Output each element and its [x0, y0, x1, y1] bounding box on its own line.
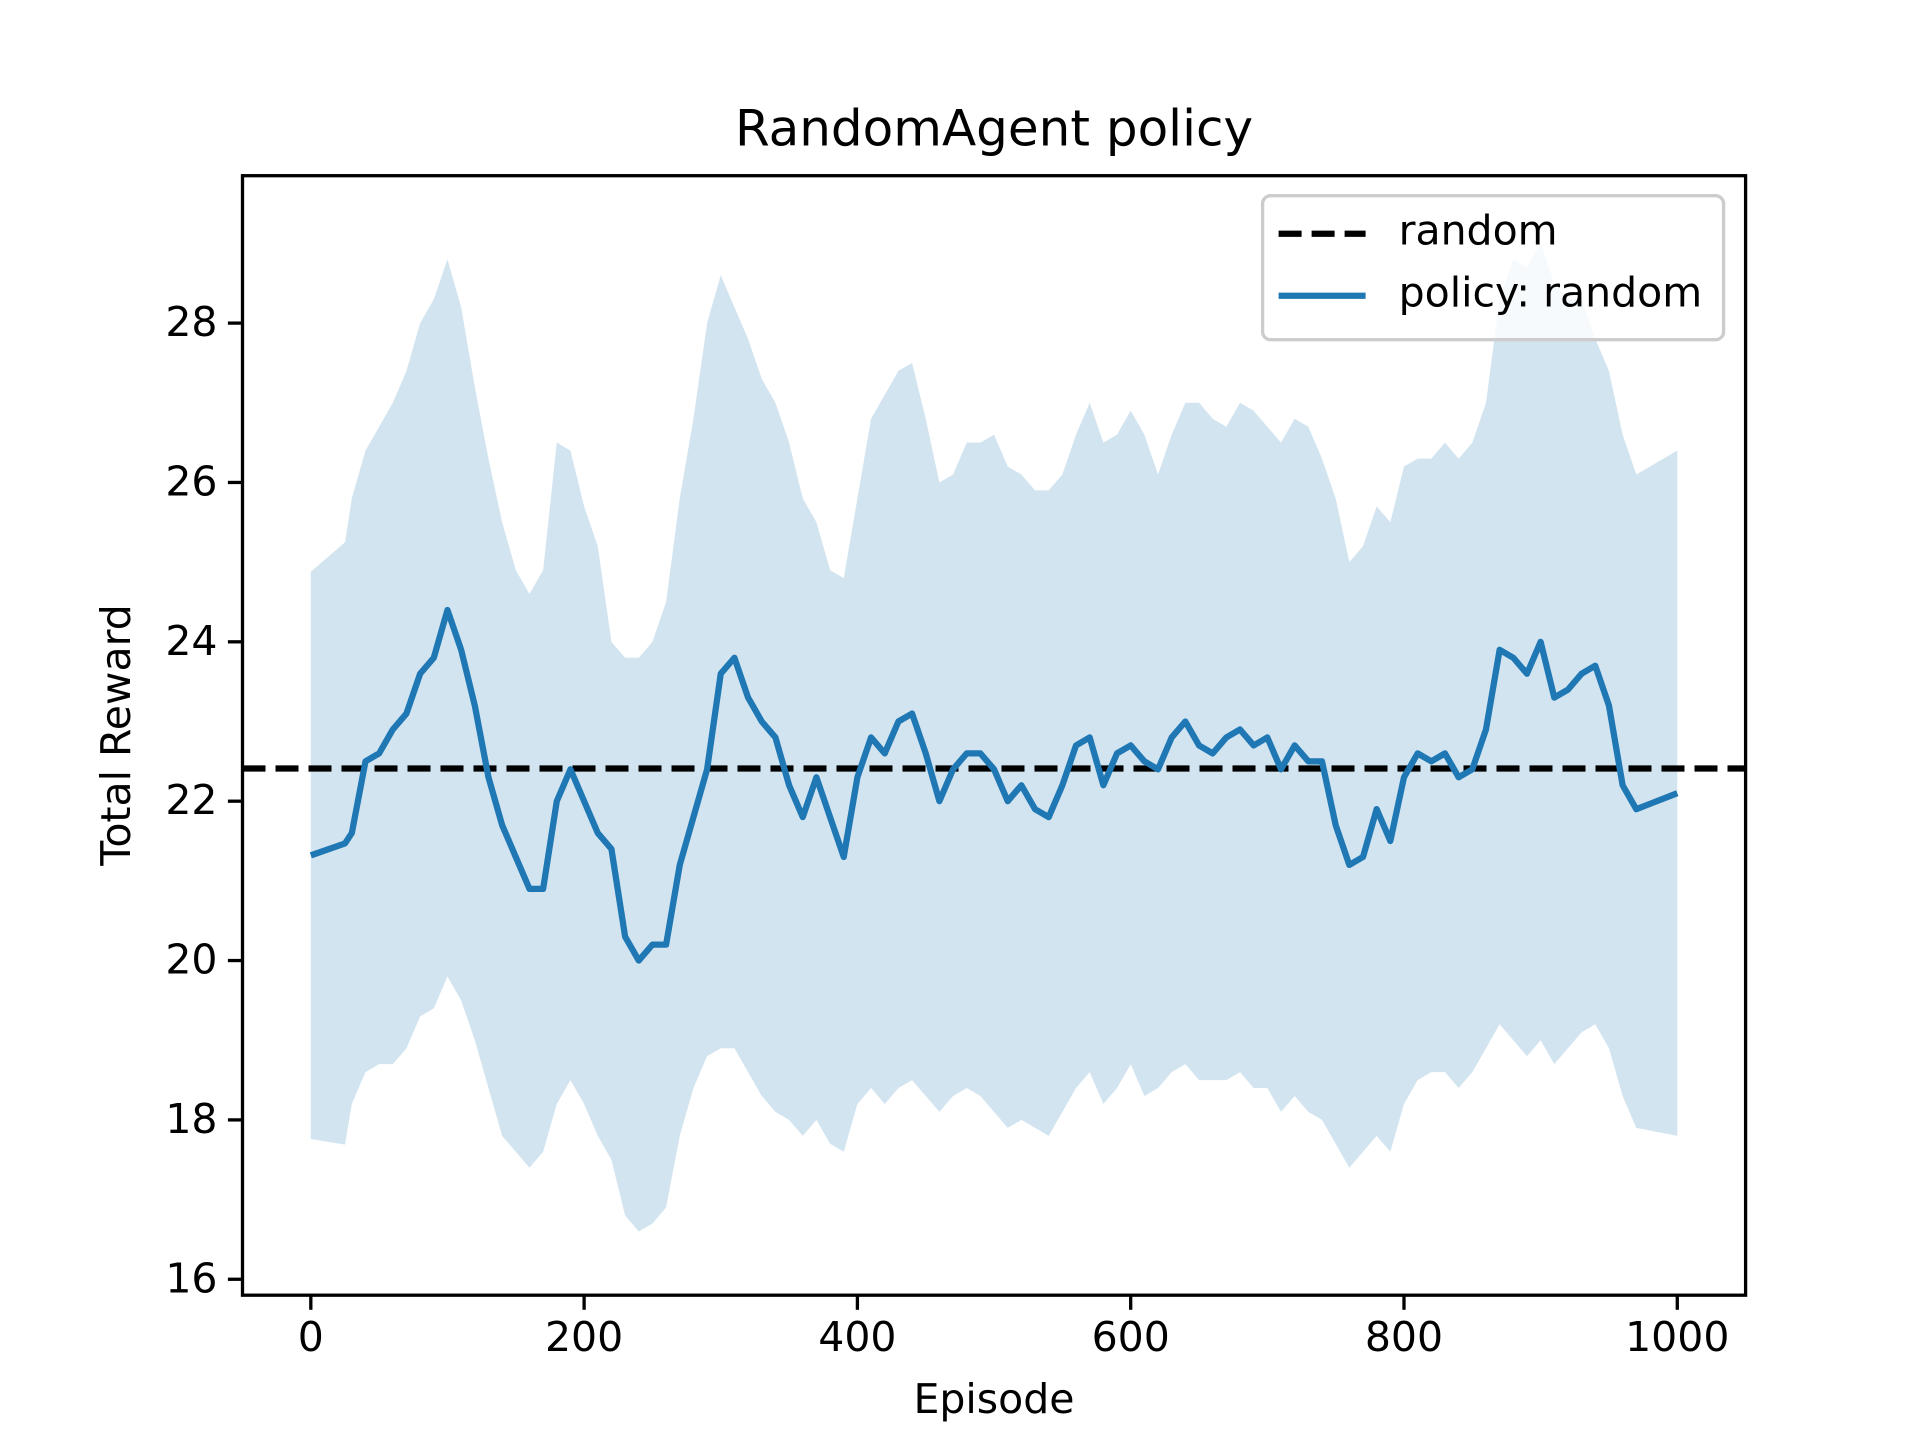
- x-tick-label: 600: [1092, 1313, 1170, 1361]
- y-axis-label: Total Reward: [92, 604, 140, 866]
- x-tick-label: 0: [298, 1313, 324, 1361]
- y-tick-label: 26: [165, 457, 217, 505]
- legend-box: [1260, 194, 1726, 342]
- legend-label: policy: random: [1399, 269, 1703, 317]
- x-tick-label: 200: [545, 1313, 623, 1361]
- series-line: [309, 606, 1679, 964]
- plot-area: [242, 243, 1746, 1232]
- y-tick-label: 24: [165, 617, 217, 665]
- chart-title: RandomAgent policy: [735, 100, 1253, 158]
- legend-label: random: [1399, 207, 1558, 255]
- y-tick-label: 18: [165, 1095, 217, 1143]
- x-tick-label: 1000: [1625, 1313, 1729, 1361]
- y-tick-label: 16: [165, 1254, 217, 1302]
- x-tick-label: 800: [1365, 1313, 1443, 1361]
- x-tick-label: 400: [818, 1313, 896, 1361]
- confidence-band: [310, 243, 1678, 1232]
- y-tick-label: 20: [165, 936, 217, 984]
- y-tick-label: 28: [165, 298, 217, 346]
- y-tick-label: 22: [165, 776, 217, 824]
- x-axis-label: Episode: [913, 1375, 1074, 1423]
- legend: random policy: random: [1260, 194, 1726, 342]
- axes-frame: [240, 174, 1748, 1297]
